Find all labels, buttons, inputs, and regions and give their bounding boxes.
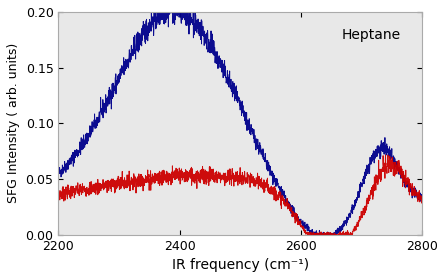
Text: Heptane: Heptane — [342, 28, 401, 42]
X-axis label: IR frequency (cm⁻¹): IR frequency (cm⁻¹) — [172, 258, 309, 272]
Y-axis label: SFG Intensity ( arb. units): SFG Intensity ( arb. units) — [7, 43, 20, 203]
